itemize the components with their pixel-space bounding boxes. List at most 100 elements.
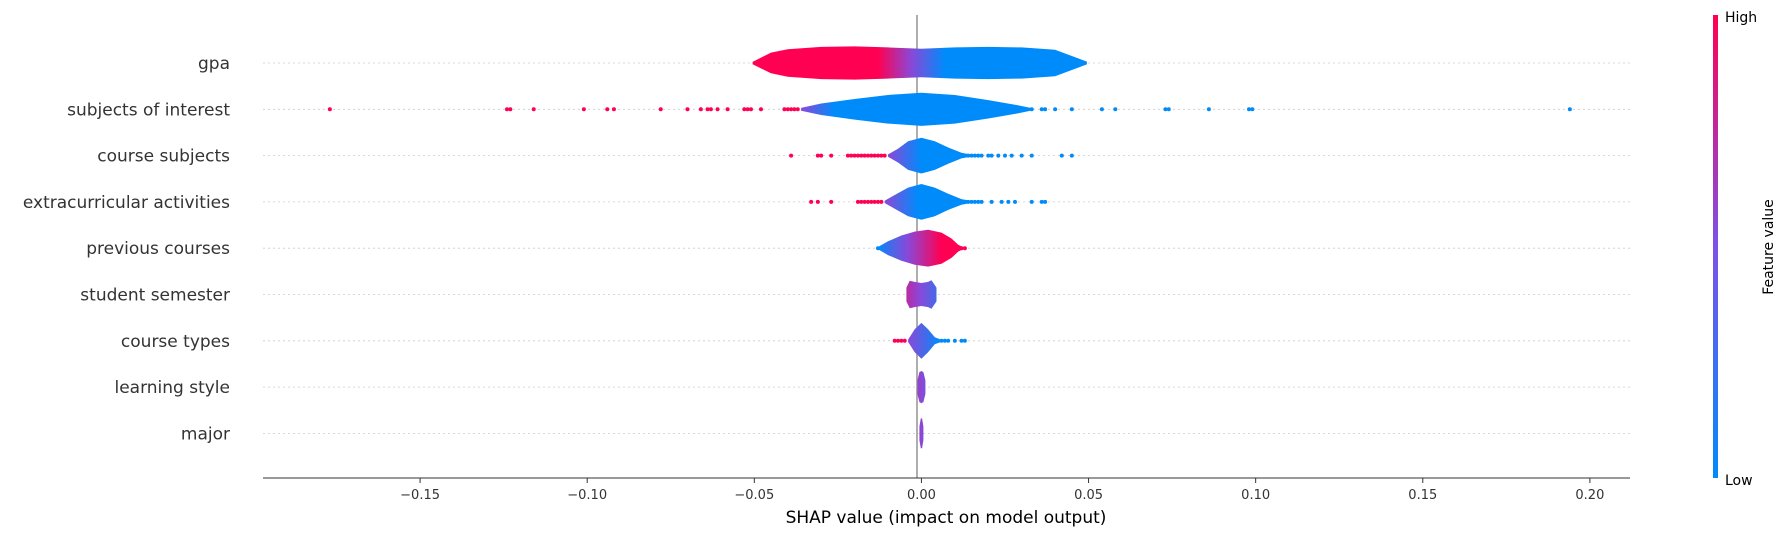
shap-point-low (962, 338, 967, 343)
shap-point-high (959, 246, 964, 251)
shap-point-low (1039, 107, 1044, 112)
shap-point-low (989, 153, 994, 158)
shap-point-high (658, 107, 663, 112)
shap-point-high (708, 107, 713, 112)
violin-body (908, 322, 942, 359)
shap-point-low (1009, 153, 1014, 158)
shap-point-low (959, 338, 964, 343)
shap-point-low (976, 153, 981, 158)
shap-point-high (748, 107, 753, 112)
shap-point-high (705, 107, 710, 112)
feature-label: learning style (114, 378, 230, 398)
shap-point-low (1006, 199, 1011, 204)
shap-point-high (725, 107, 730, 112)
shap-point-low (1019, 153, 1024, 158)
shap-point-low (1002, 153, 1007, 158)
shap-point-high (611, 107, 616, 112)
violin-body (752, 46, 1087, 80)
shap-point-high (869, 199, 874, 204)
x-tick-label: 0.10 (1241, 488, 1270, 503)
shap-point-high (809, 199, 814, 204)
shap-point-low (1163, 107, 1168, 112)
shap-point-low (1166, 107, 1171, 112)
shap-point-high (859, 199, 864, 204)
feature-labels: gpa subjects of interest course subjects ex… (23, 54, 230, 444)
violin-body (801, 92, 1032, 126)
shap-point-high (795, 107, 800, 112)
shap-point-high (849, 153, 854, 158)
shap-point-low (1023, 107, 1028, 112)
shap-point-high (879, 199, 884, 204)
shap-point-low (1099, 107, 1104, 112)
shap-point-high (815, 153, 820, 158)
shap-point-low (952, 338, 957, 343)
shap-point-high (855, 199, 860, 204)
shap-point-high (327, 107, 332, 112)
shap-point-high (855, 153, 860, 158)
x-tick-label: −0.10 (567, 488, 607, 503)
shap-point-low (1250, 107, 1255, 112)
shap-point-low (989, 199, 994, 204)
shap-point-high (782, 107, 787, 112)
shap-point-high (859, 153, 864, 158)
shap-point-low (1113, 107, 1118, 112)
x-tick-label: 0.20 (1575, 488, 1604, 503)
shap-point-high (869, 153, 874, 158)
shap-point-high (852, 153, 857, 158)
shap-point-high (962, 246, 967, 251)
shap-point-low (979, 153, 984, 158)
x-axis-ticks: −0.15 −0.10 −0.05 0.00 0.05 0.10 0.15 0.20 (400, 478, 1604, 503)
colorbar-high-label: High (1725, 10, 1757, 26)
shap-point-high (875, 199, 880, 204)
shap-point-high (742, 107, 747, 112)
shap-point-low (1016, 107, 1021, 112)
x-tick-label: −0.05 (734, 488, 774, 503)
shap-point-high (531, 107, 536, 112)
shap-point-high (892, 338, 897, 343)
feature-label: gpa (198, 54, 230, 74)
shap-point-high (685, 107, 690, 112)
feature-label: extracurricular activities (23, 193, 230, 213)
violin-body (906, 280, 937, 309)
shap-point-high (865, 153, 870, 158)
violin-body (884, 184, 972, 220)
shap-point-high (829, 199, 834, 204)
colorbar: High Low Feature value (1713, 10, 1777, 489)
shap-point-high (879, 153, 884, 158)
violin-layer (327, 46, 1572, 449)
shap-point-high (862, 199, 867, 204)
shap-point-low (939, 338, 944, 343)
shap-point-low (1069, 153, 1074, 158)
x-tick-label: 0.05 (1074, 488, 1103, 503)
violin-body (919, 418, 924, 449)
shap-point-low (1206, 107, 1211, 112)
shap-point-low (979, 199, 984, 204)
shap-point-high (698, 107, 703, 112)
violin-body (917, 371, 926, 404)
shap-point-low (1053, 107, 1058, 112)
shap-point-high (882, 153, 887, 158)
x-tick-label: 0.00 (907, 488, 936, 503)
shap-point-low (999, 199, 1004, 204)
x-axis-title: SHAP value (impact on model output) (786, 508, 1107, 528)
shap-point-low (879, 246, 884, 251)
shap-point-high (872, 153, 877, 158)
shap-point-low (996, 153, 1001, 158)
feature-label: subjects of interest (67, 100, 230, 120)
violin-body (877, 229, 964, 267)
shap-point-low (986, 153, 991, 158)
shap-point-high (845, 153, 850, 158)
shap-point-low (966, 199, 971, 204)
shap-point-high (815, 199, 820, 204)
shap-point-low (1043, 199, 1048, 204)
feature-label: course subjects (97, 147, 230, 167)
violin-body (888, 137, 972, 174)
feature-label: course types (121, 332, 230, 352)
shap-point-low (1029, 107, 1034, 112)
x-tick-label: 0.15 (1408, 488, 1437, 503)
shap-point-high (715, 107, 720, 112)
shap-point-low (1567, 107, 1572, 112)
shap-point-low (972, 199, 977, 204)
shap-point-low (966, 153, 971, 158)
